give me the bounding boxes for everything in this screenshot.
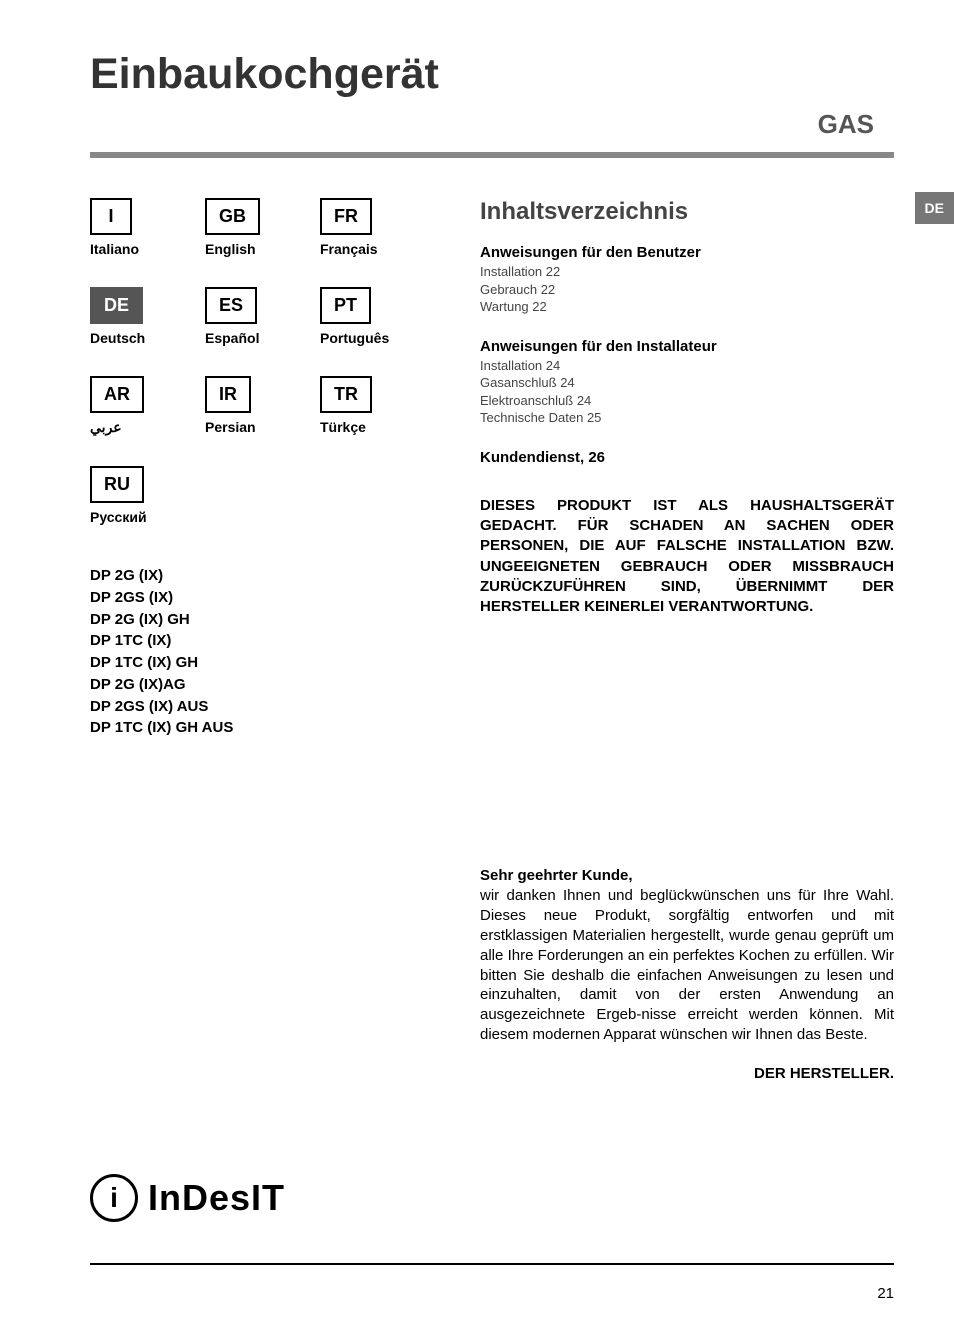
language-code: RU: [90, 466, 144, 503]
language-item: GB English: [205, 198, 315, 257]
model-item: DP 2GS (IX) AUS: [90, 696, 430, 718]
language-item: RU Русский: [90, 466, 200, 525]
toc-item: Gasanschluß 24: [480, 374, 894, 392]
language-item: PT Português: [320, 287, 430, 346]
language-code: FR: [320, 198, 372, 235]
toc-item: Elektroanschluß 24: [480, 392, 894, 410]
toc-section-heading: Anweisungen für den Installateur: [480, 338, 894, 355]
model-item: DP 2GS (IX): [90, 587, 430, 609]
language-name: Русский: [90, 509, 200, 525]
language-item: DE Deutsch: [90, 287, 200, 346]
bottom-divider: [90, 1263, 894, 1265]
language-code: GB: [205, 198, 260, 235]
language-code: ES: [205, 287, 257, 324]
toc-item: Wartung 22: [480, 298, 894, 316]
language-name: English: [205, 241, 315, 257]
customer-text: wir danken Ihnen und beglückwünschen uns…: [480, 886, 894, 1044]
language-code: DE: [90, 287, 143, 324]
toc-item: Gebrauch 22: [480, 281, 894, 299]
language-item: ES Español: [205, 287, 315, 346]
language-name: Deutsch: [90, 330, 200, 346]
language-code: PT: [320, 287, 371, 324]
warning-text: DIESES PRODUKT IST ALS HAUSHALTSGERÄT GE…: [480, 496, 894, 618]
logo-text: InDesIT: [148, 1177, 285, 1219]
model-item: DP 2G (IX): [90, 565, 430, 587]
language-item: I Italiano: [90, 198, 200, 257]
model-item: DP 1TC (IX) GH AUS: [90, 717, 430, 739]
toc-item: Installation 24: [480, 357, 894, 375]
language-item: TR Türkçe: [320, 376, 430, 436]
language-code: IR: [205, 376, 251, 413]
language-item: FR Français: [320, 198, 430, 257]
language-name: Español: [205, 330, 315, 346]
brand-logo: i InDesIT: [90, 1174, 285, 1222]
model-item: DP 1TC (IX) GH: [90, 652, 430, 674]
customer-greeting: Sehr geehrter Kunde,: [480, 867, 894, 884]
model-list: DP 2G (IX)DP 2GS (IX)DP 2G (IX) GHDP 1TC…: [90, 565, 430, 739]
language-name: Português: [320, 330, 430, 346]
language-item: IR Persian: [205, 376, 315, 436]
side-language-tab: DE: [915, 192, 954, 224]
manufacturer-signature: DER HERSTELLER.: [480, 1065, 894, 1082]
model-item: DP 2G (IX) GH: [90, 609, 430, 631]
toc-item: Technische Daten 25: [480, 409, 894, 427]
toc-title: Inhaltsverzeichnis: [480, 198, 894, 226]
gas-label: GAS: [90, 109, 894, 140]
toc-item: Installation 22: [480, 263, 894, 281]
model-item: DP 1TC (IX): [90, 630, 430, 652]
language-name: Persian: [205, 419, 315, 435]
language-name: Français: [320, 241, 430, 257]
language-grid: IItalianoGBEnglishFRFrançaisDEDeutschESE…: [90, 198, 430, 525]
language-name: عربي: [90, 419, 200, 436]
language-item: AR عربي: [90, 376, 200, 436]
toc-items: Installation 24Gasanschluß 24Elektroansc…: [480, 357, 894, 427]
toc-items: Installation 22Gebrauch 22Wartung 22: [480, 263, 894, 316]
page-title: Einbaukochgerät: [90, 50, 894, 99]
toc-service: Kundendienst, 26: [480, 449, 894, 466]
language-code: TR: [320, 376, 372, 413]
divider: [90, 152, 894, 158]
page-number: 21: [90, 1285, 894, 1302]
language-name: Italiano: [90, 241, 200, 257]
logo-icon: i: [90, 1174, 138, 1222]
language-code: AR: [90, 376, 144, 413]
language-code: I: [90, 198, 132, 235]
language-name: Türkçe: [320, 419, 430, 435]
toc-section-heading: Anweisungen für den Benutzer: [480, 244, 894, 261]
model-item: DP 2G (IX)AG: [90, 674, 430, 696]
